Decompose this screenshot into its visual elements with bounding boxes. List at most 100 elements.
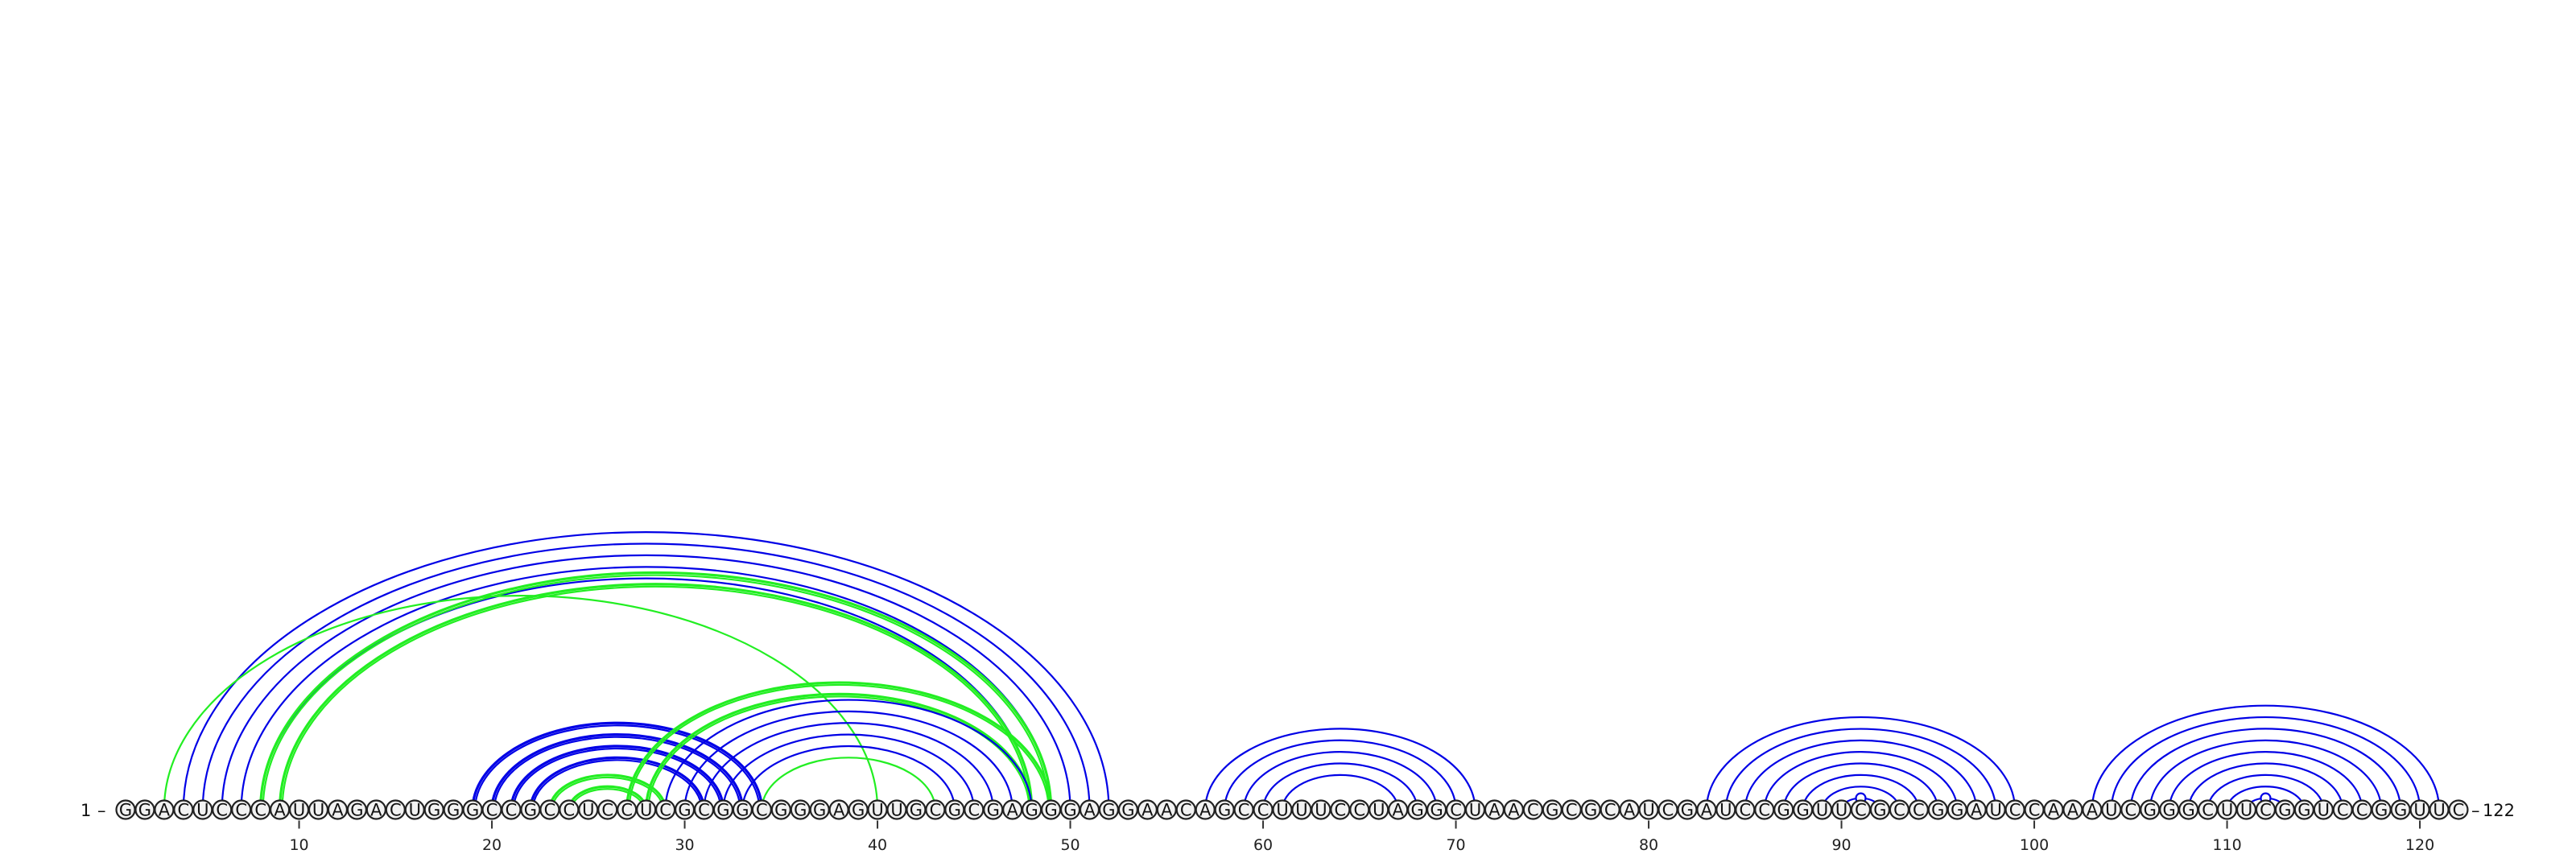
nucleotide-68: G <box>1407 799 1428 820</box>
nucleotide-letter: G <box>852 801 865 820</box>
nucleotide-letter: U <box>2221 801 2233 820</box>
nucleotide-61: U <box>1272 799 1293 820</box>
nucleotide-122: C <box>2448 799 2469 820</box>
nucleotide-15: C <box>385 799 406 820</box>
tick-label-50: 50 <box>1060 836 1080 854</box>
nucleotide-letter: G <box>1102 801 1115 820</box>
arc-green-34-43 <box>761 757 936 811</box>
nucleotide-37: G <box>809 799 830 820</box>
nucleotide-letter: A <box>833 801 845 820</box>
tick-label-60: 60 <box>1253 836 1273 854</box>
nucleotide-73: A <box>1503 799 1525 820</box>
nucleotide-1: G <box>115 799 136 820</box>
arc-blue-83-99 <box>1705 716 2017 811</box>
nucleotide-17: G <box>423 799 444 820</box>
nucleotide-76: C <box>1561 799 1582 820</box>
arc-blue-89-93 <box>1821 786 1901 811</box>
arc-blue-107-117 <box>2168 751 2363 811</box>
nucleotide-121: U <box>2429 799 2450 820</box>
arc-inner-blue-20-33 <box>493 736 741 811</box>
nucleotide-letter: G <box>466 801 479 820</box>
nucleotide-letter: A <box>1971 801 1983 820</box>
nucleotide-letter: A <box>1161 801 1173 820</box>
nucleotide-letter: C <box>1855 801 1867 820</box>
nucleotide-57: A <box>1195 799 1216 820</box>
arc-blue-29-48 <box>664 699 1033 811</box>
nucleotide-23: C <box>539 799 560 820</box>
nucleotide-circle <box>2448 799 2469 820</box>
tick-label-120: 120 <box>2405 836 2434 854</box>
arc-blue-110-114 <box>2226 786 2306 811</box>
nucleotide-letter: G <box>1777 801 1790 820</box>
nucleotide-79: A <box>1619 799 1640 820</box>
nucleotide-letter: G <box>813 801 826 820</box>
arc-blue-6-50 <box>221 554 1071 811</box>
nucleotide-letter: C <box>1180 801 1192 820</box>
nucleotide-letter: G <box>1026 801 1038 820</box>
arc-green-9-48 <box>279 583 1034 811</box>
arc-blue-33-44 <box>741 745 956 811</box>
arc-blue-106-118 <box>2149 739 2383 811</box>
nucleotide-letter: C <box>2202 801 2214 820</box>
arc-green-23-29 <box>548 773 667 811</box>
nucleotide-6: C <box>212 799 233 820</box>
nucleotide-53: G <box>1117 799 1139 820</box>
nucleotide-30: G <box>674 799 696 820</box>
nucleotide-letter: G <box>1546 801 1558 820</box>
nucleotide-letter: U <box>2318 801 2330 820</box>
arc-green-3-40 <box>163 595 879 811</box>
arc-blue-5-51 <box>201 542 1091 811</box>
end-label: 122 <box>2483 801 2515 820</box>
nucleotide-letter: G <box>350 801 363 820</box>
nucleotide-111: U <box>2235 799 2257 820</box>
nucleotide-56: C <box>1175 799 1196 820</box>
tick-label-80: 80 <box>1639 836 1658 854</box>
nucleotide-107: G <box>2159 799 2180 820</box>
nucleotide-67: A <box>1388 799 1409 820</box>
arc-blue-60-68 <box>1261 762 1418 811</box>
nucleotide-letter: U <box>2433 801 2445 820</box>
nucleotide-letter: A <box>1141 801 1154 820</box>
nucleotide-letter: A <box>332 801 344 820</box>
arc-blue-104-120 <box>2110 716 2421 811</box>
nucleotide-letter: C <box>601 801 613 820</box>
nucleotide-letter: C <box>486 801 498 820</box>
nucleotide-28: U <box>636 799 657 820</box>
nucleotide-64: C <box>1330 799 1351 820</box>
nucleotide-116: C <box>2332 799 2353 820</box>
nucleotide-96: G <box>1946 799 1967 820</box>
arc-green-24-28 <box>568 785 648 811</box>
nucleotide-letter: G <box>2394 801 2407 820</box>
nucleotide-12: A <box>327 799 349 820</box>
nucleotide-83: A <box>1696 799 1717 820</box>
nucleotide-letter: U <box>1816 801 1828 820</box>
nucleotide-22: G <box>520 799 541 820</box>
nucleotide-letter: U <box>2105 801 2117 820</box>
nucleotide-55: A <box>1156 799 1177 820</box>
nucleotide-letter: A <box>2067 801 2079 820</box>
nucleotide-letter: C <box>698 801 710 820</box>
nucleotide-letter: C <box>621 801 633 820</box>
nucleotide-letter: C <box>1739 801 1751 820</box>
arc-blue-105-119 <box>2129 728 2402 811</box>
nucleotide-9: A <box>270 799 291 820</box>
nucleotide-5: U <box>192 799 213 820</box>
nucleotide-51: A <box>1079 799 1100 820</box>
nucleotide-32: G <box>712 799 734 820</box>
nucleotide-90: U <box>1831 799 1852 820</box>
nucleotide-46: G <box>983 799 1004 820</box>
nucleotide-letter: G <box>774 801 787 820</box>
arc-blue-57-71 <box>1204 728 1476 811</box>
nucleotide-letter: G <box>2375 801 2388 820</box>
arc-blue-59-69 <box>1243 751 1438 811</box>
nucleotide-letter: G <box>736 801 749 820</box>
nucleotide-letter: U <box>2240 801 2252 820</box>
nucleotide-82: G <box>1677 799 1698 820</box>
nucleotide-letter: U <box>2413 801 2425 820</box>
nucleotide-letter: U <box>1469 801 1481 820</box>
nucleotide-letter: C <box>235 801 247 820</box>
nucleotide-letter: C <box>2453 801 2465 820</box>
arc-green-8-49 <box>259 571 1053 811</box>
nucleotide-33: G <box>732 799 753 820</box>
nucleotide-119: G <box>2390 799 2411 820</box>
